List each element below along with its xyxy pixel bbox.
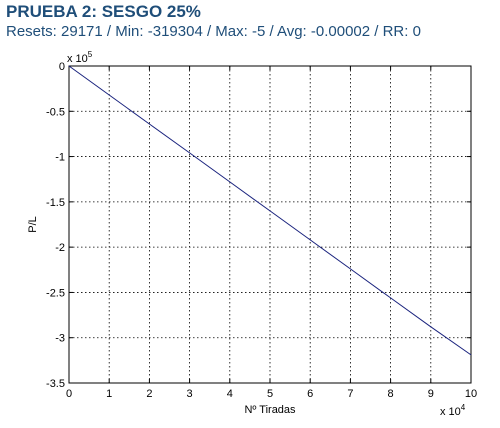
x-tick-label: 5 <box>267 388 273 400</box>
x-tick-label: 8 <box>388 388 394 400</box>
y-tick-label: -3 <box>55 333 65 345</box>
x-tick-label: 2 <box>146 388 152 400</box>
x-tick-label: 0 <box>66 388 72 400</box>
y-multiplier-exp: 5 <box>88 50 93 59</box>
grid <box>69 66 471 383</box>
y-multiplier-base: x 10 <box>67 53 88 65</box>
y-tick-label: -1 <box>55 152 65 164</box>
x-multiplier: x 104 <box>440 403 466 418</box>
y-tick-label: -3.5 <box>46 378 65 390</box>
chart-title: PRUEBA 2: SESGO 25% <box>6 2 201 21</box>
x-tick-label: 3 <box>187 388 193 400</box>
y-axis-label: P/L <box>27 216 39 233</box>
x-tick-label: 6 <box>307 388 313 400</box>
x-tick-label: 7 <box>347 388 353 400</box>
x-tick-label: 4 <box>227 388 233 400</box>
series <box>68 65 472 356</box>
x-tick-label: 9 <box>428 388 434 400</box>
x-multiplier-base: x 10 <box>440 406 461 418</box>
y-tick-label: -2 <box>55 242 65 254</box>
y-tick-label: -0.5 <box>46 106 65 118</box>
x-tick-label: 1 <box>106 388 112 400</box>
tick-marks <box>68 65 472 384</box>
stats-subtitle: Resets: 29171 / Min: -319304 / Max: -5 /… <box>6 23 421 40</box>
y-tick-label: 0 <box>59 61 65 73</box>
x-multiplier-exp: 4 <box>461 403 466 412</box>
y-tick-labels: 0 -0.5 -1 -1.5 -2 -2.5 -3 -3.5 <box>46 61 65 390</box>
x-tick-label: 10 <box>465 388 477 400</box>
x-tick-labels: 0 1 2 3 4 5 6 7 8 9 10 <box>66 388 477 400</box>
y-tick-label: -2.5 <box>46 287 65 299</box>
y-multiplier: x 105 <box>67 50 93 65</box>
x-axis-label: Nº Tiradas <box>244 404 296 416</box>
y-tick-label: -1.5 <box>46 197 65 209</box>
pl-series-line <box>68 65 472 356</box>
